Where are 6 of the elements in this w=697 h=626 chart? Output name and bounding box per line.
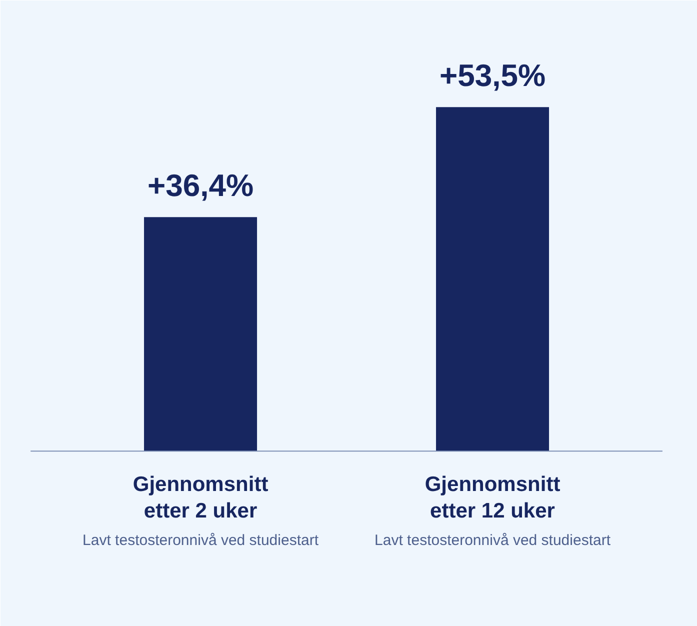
data-label: +53,5% bbox=[440, 58, 546, 94]
x-tick-label: Gjennomsnitt etter 12 uker bbox=[424, 473, 560, 523]
text: Lavt testosteronnivå ved studiestart bbox=[374, 532, 612, 550]
text: Lavt testosteronnivå ved studiestart bbox=[82, 532, 320, 550]
x-tick-label: Gjennomsnitt etter 2 uker bbox=[132, 473, 268, 523]
data-label: +36,4% bbox=[148, 168, 254, 204]
